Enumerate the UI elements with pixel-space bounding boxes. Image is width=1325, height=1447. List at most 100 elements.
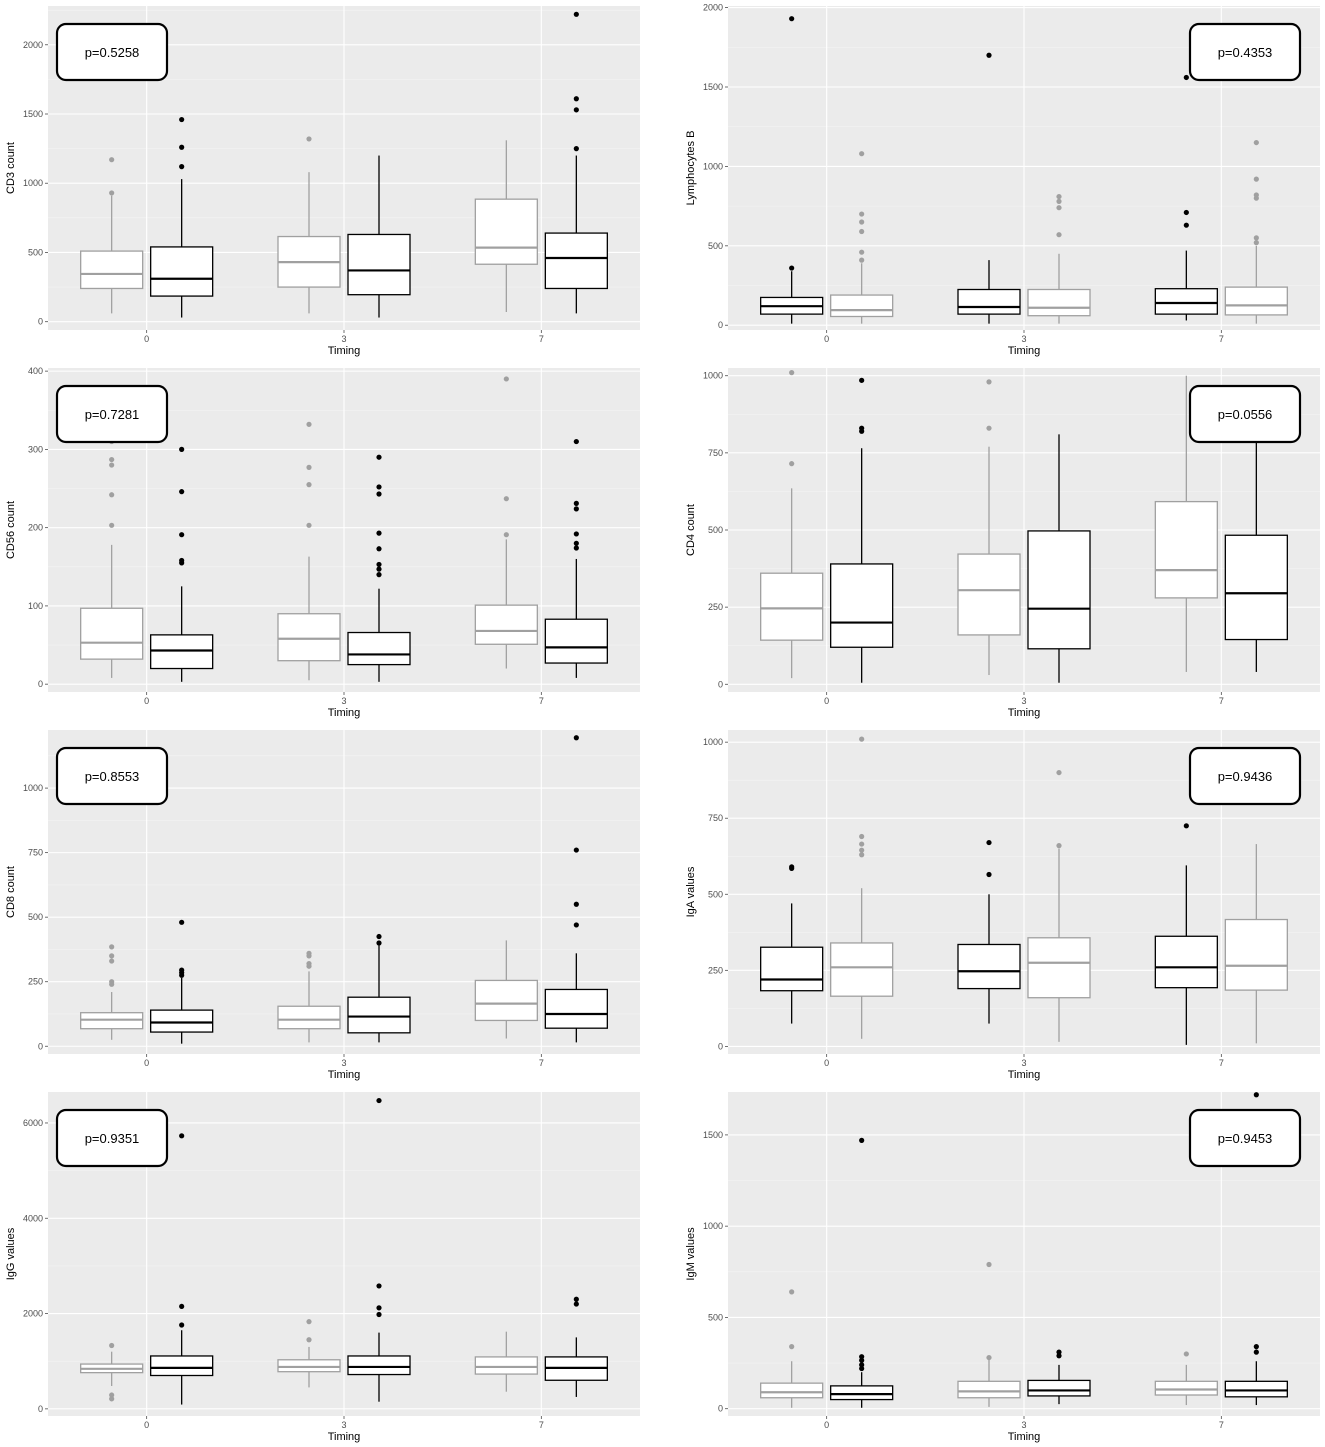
outlier-point bbox=[376, 572, 382, 578]
y-tick-label: 1500 bbox=[703, 1130, 723, 1140]
outlier-point bbox=[179, 557, 185, 564]
outlier-point bbox=[179, 532, 185, 538]
x-axis-label: Timing bbox=[1008, 1069, 1041, 1081]
p-value-label: p=0.7281 bbox=[85, 407, 140, 422]
y-axis-label: CD4 count bbox=[685, 504, 697, 556]
outlier-point bbox=[1056, 198, 1062, 204]
box bbox=[1027, 530, 1091, 650]
y-tick-label: 1500 bbox=[23, 109, 43, 119]
outlier-point bbox=[986, 379, 992, 385]
x-tick-label: 3 bbox=[1021, 334, 1026, 344]
x-axis-label: Timing bbox=[328, 707, 361, 719]
boxplot-cd4: 0 250 500 750 1000 0 3 7 Timing CD4 count p=0.0556 bbox=[685, 368, 1320, 719]
box bbox=[474, 1356, 538, 1375]
outlier-point bbox=[859, 1362, 865, 1368]
outlier-point bbox=[859, 1137, 865, 1143]
outlier-point bbox=[109, 958, 115, 964]
outlier-point bbox=[1056, 193, 1062, 200]
x-tick-label: 3 bbox=[341, 696, 346, 706]
outlier-point bbox=[306, 421, 312, 427]
y-axis-label: IgG values bbox=[5, 1227, 17, 1280]
box bbox=[1027, 288, 1091, 317]
box bbox=[150, 246, 214, 297]
outlier-point bbox=[109, 157, 115, 163]
boxplot-iga: 0 250 500 750 1000 0 3 7 Timing IgA values p=0.943… bbox=[685, 730, 1320, 1081]
outlier-point bbox=[109, 944, 115, 950]
outlier-point bbox=[306, 961, 312, 967]
p-value-box bbox=[1188, 22, 1302, 82]
x-axis-label: Timing bbox=[1008, 345, 1041, 357]
box bbox=[760, 946, 824, 992]
outlier-point bbox=[109, 456, 115, 463]
box bbox=[277, 1005, 341, 1030]
box bbox=[544, 988, 608, 1029]
outlier-point bbox=[179, 1322, 185, 1328]
outlier-point bbox=[1253, 240, 1259, 246]
outlier-point bbox=[1183, 1351, 1189, 1357]
y-tick-label: 500 bbox=[708, 525, 723, 535]
y-tick-label: 750 bbox=[28, 848, 43, 858]
y-tick-label: 0 bbox=[718, 679, 723, 689]
outlier-point bbox=[376, 491, 382, 497]
outlier-point bbox=[573, 735, 579, 741]
outlier-point bbox=[573, 11, 579, 17]
p-value-box bbox=[55, 746, 169, 806]
outlier-point bbox=[109, 190, 115, 196]
outlier-point bbox=[306, 1337, 312, 1343]
x-tick-label: 7 bbox=[539, 696, 544, 706]
outlier-point bbox=[179, 164, 185, 170]
box bbox=[830, 942, 894, 997]
outlier-point bbox=[1056, 205, 1062, 211]
x-tick-label: 3 bbox=[341, 334, 346, 344]
y-tick-label: 1500 bbox=[703, 82, 723, 92]
outlier-point bbox=[789, 461, 795, 467]
outlier-point bbox=[376, 1305, 382, 1311]
outlier-point bbox=[109, 953, 115, 959]
x-tick-label: 0 bbox=[144, 696, 149, 706]
outlier-point bbox=[1253, 1349, 1259, 1355]
box bbox=[1154, 288, 1218, 315]
outlier-point bbox=[109, 492, 115, 498]
p-value-label: p=0.4353 bbox=[1218, 45, 1273, 60]
x-tick-label: 7 bbox=[539, 1420, 544, 1430]
outlier-point bbox=[1183, 823, 1189, 829]
outlier-point bbox=[109, 979, 115, 985]
outlier-point bbox=[503, 376, 509, 382]
outlier-point bbox=[376, 530, 382, 536]
outlier-point bbox=[986, 425, 992, 431]
y-tick-label: 2000 bbox=[703, 3, 723, 13]
outlier-point bbox=[573, 1301, 579, 1307]
outlier-point bbox=[573, 540, 579, 546]
outlier-point bbox=[573, 146, 579, 152]
outlier-point bbox=[1183, 222, 1189, 228]
x-tick-label: 7 bbox=[1219, 696, 1224, 706]
box bbox=[277, 613, 341, 662]
y-tick-label: 250 bbox=[708, 602, 723, 612]
x-tick-label: 0 bbox=[824, 334, 829, 344]
outlier-point bbox=[1253, 1344, 1259, 1350]
box bbox=[347, 1355, 411, 1376]
y-tick-label: 250 bbox=[708, 965, 723, 975]
x-tick-label: 0 bbox=[144, 1058, 149, 1068]
box bbox=[347, 631, 411, 666]
outlier-point bbox=[573, 1296, 579, 1302]
box bbox=[830, 1385, 894, 1401]
outlier-point bbox=[376, 546, 382, 552]
outlier-point bbox=[986, 1261, 992, 1268]
p-value-label: p=0.9453 bbox=[1218, 1131, 1273, 1146]
x-axis-label: Timing bbox=[328, 1431, 361, 1443]
outlier-point bbox=[376, 561, 382, 568]
y-tick-label: 750 bbox=[708, 813, 723, 823]
outlier-point bbox=[179, 967, 185, 973]
outlier-point bbox=[573, 500, 579, 506]
y-tick-label: 500 bbox=[708, 889, 723, 899]
outlier-point bbox=[859, 852, 865, 858]
outlier-point bbox=[306, 1319, 312, 1325]
outlier-point bbox=[986, 839, 992, 846]
outlier-point bbox=[859, 249, 865, 255]
outlier-point bbox=[306, 522, 312, 528]
outlier-point bbox=[109, 1392, 115, 1398]
outlier-point bbox=[573, 922, 579, 928]
outlier-point bbox=[859, 151, 865, 157]
outlier-point bbox=[1183, 209, 1189, 216]
